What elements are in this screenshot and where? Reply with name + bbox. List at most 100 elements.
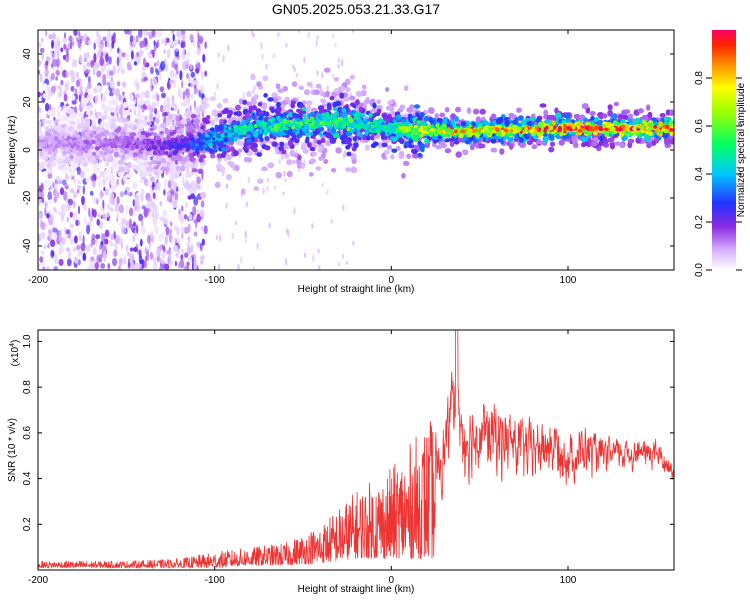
spectrogram-noise-cell xyxy=(73,178,77,183)
spectrogram-noise-cell xyxy=(315,39,318,47)
spectrogram-ridge-cell xyxy=(323,158,329,165)
spectrogram-ridge-cell xyxy=(316,139,322,145)
spectrogram-ridge-cell xyxy=(593,137,599,142)
spectrogram-ridge-cell xyxy=(246,139,252,143)
spectrogram-noise-cell xyxy=(65,229,70,235)
spectrogram-ridge-cell xyxy=(128,94,134,101)
spectrogram-noise-cell xyxy=(52,227,58,233)
spectrogram-ridge-cell xyxy=(97,180,103,188)
spectrogram-noise-cell xyxy=(121,217,126,226)
spectrogram-noise-cell xyxy=(54,43,59,53)
spectrogram-ridge-cell xyxy=(134,164,141,172)
spectrogram-noise-cell xyxy=(39,256,43,263)
spectrogram-ridge-cell xyxy=(122,117,128,123)
spectrogram-ridge-cell xyxy=(286,170,293,178)
spectrogram-ridge-cell xyxy=(597,119,604,126)
spectrogram-ridge-cell xyxy=(200,103,208,110)
spectrogram-ridge-cell xyxy=(50,155,55,162)
spectrogram-noise-cell xyxy=(179,70,183,81)
spectrogram-noise-cell xyxy=(174,57,179,65)
spectrogram-noise-cell xyxy=(72,247,78,252)
spectrogram-noise-cell xyxy=(60,79,64,86)
spectrogram-noise-cell xyxy=(55,210,61,215)
spectrogram-noise-cell xyxy=(165,226,170,236)
spectrogram-ridge-cell xyxy=(129,132,135,138)
spectrogram-ridge-cell xyxy=(194,106,200,112)
spectrogram-noise-cell xyxy=(109,192,115,200)
spectrogram-noise-cell xyxy=(193,231,198,237)
spectrogram-noise-cell xyxy=(142,57,147,67)
spectrogram-ridge-cell xyxy=(219,166,226,173)
spectrogram-noise-cell xyxy=(227,44,230,52)
spectrogram-ridge-cell xyxy=(160,166,167,172)
spectrogram-noise-cell xyxy=(92,247,98,256)
spectrogram-noise-cell xyxy=(172,199,178,208)
spectrogram-noise-cell xyxy=(93,61,97,72)
spectrogram-ridge-cell xyxy=(101,115,106,120)
spectrogram-noise-cell xyxy=(145,38,148,46)
spectrogram-ridge-cell xyxy=(251,142,258,149)
spectrogram-noise-cell xyxy=(184,252,189,258)
spectrogram-ridge-cell xyxy=(614,141,621,146)
spectrogram-ridge-cell xyxy=(227,160,233,166)
spectrogram-ridge-cell xyxy=(71,95,76,101)
spectrogram-ridge-cell xyxy=(427,124,431,128)
spectrogram-noise-cell xyxy=(185,88,191,99)
spectrogram-ridge-cell xyxy=(342,96,350,102)
spectrogram-ridge-cell xyxy=(549,141,556,147)
spectrogram-noise-cell xyxy=(38,262,41,269)
spectrogram-ridge-cell xyxy=(334,77,339,82)
spectrogram-noise-cell xyxy=(200,225,205,232)
spectrogram-noise-cell xyxy=(326,85,329,90)
spectrogram-noise-cell xyxy=(334,42,337,48)
spectrogram-noise-cell xyxy=(160,258,165,265)
spectrogram-noise-cell xyxy=(81,195,85,206)
spectrogram-noise-cell xyxy=(171,95,175,103)
spectrogram-noise-cell xyxy=(107,263,110,269)
spectrogram-noise-cell xyxy=(39,73,43,83)
spectrogram-ridge-cell xyxy=(543,137,549,143)
spectrogram-ridge-cell xyxy=(176,128,183,134)
spectrogram-ridge-cell xyxy=(160,162,168,168)
spectrogram-ridge-cell xyxy=(112,161,118,168)
spectrogram-noise-cell xyxy=(180,254,184,260)
spectrogram-ridge-cell xyxy=(383,150,391,155)
spectrogram-noise-cell xyxy=(139,238,143,247)
spectrogram-ridge-cell xyxy=(656,136,662,141)
spectrogram-noise-cell xyxy=(80,250,83,256)
spectrogram-noise-cell xyxy=(56,118,60,124)
spectrogram-ridge-cell xyxy=(634,117,640,124)
spectrogram-noise-cell xyxy=(190,80,194,89)
spectrogram-noise-cell xyxy=(105,162,109,167)
spectrogram-ridge-cell xyxy=(110,123,117,130)
spectrogram-noise-cell xyxy=(47,243,50,249)
spectrogram-ridge-cell xyxy=(320,137,326,144)
spectrogram-ridge-cell xyxy=(482,136,487,143)
spectrogram-ridge-cell xyxy=(154,118,160,124)
spectrogram-ridge-cell xyxy=(439,112,446,118)
spectrogram-noise-cell xyxy=(116,56,120,67)
spectrogram-ridge-cell xyxy=(383,135,388,141)
spectrogram-ridge-cell xyxy=(141,155,148,161)
spectrogram-ridge-cell xyxy=(496,118,503,125)
spectrogram-ridge-cell xyxy=(602,113,608,119)
spectrogram-ridge-cell xyxy=(360,113,366,118)
spectrogram-noise-cell xyxy=(82,204,88,211)
spectrogram-ridge-cell xyxy=(187,125,193,131)
spectrogram-ridge-cell xyxy=(113,151,120,158)
spectrogram-ridge-cell xyxy=(350,166,358,174)
spectrogram-ridge-cell xyxy=(414,104,421,109)
spectrogram-noise-cell xyxy=(89,190,94,196)
spectrogram-noise-cell xyxy=(106,81,111,86)
spectrogram-noise-cell xyxy=(163,189,166,196)
spectrogram-ridge-cell xyxy=(349,74,355,80)
spectrogram-noise-cell xyxy=(266,177,270,183)
spectrogram-ridge-cell xyxy=(669,109,674,116)
spectrogram-noise-cell xyxy=(151,93,155,101)
spectrogram-noise-cell xyxy=(93,42,96,50)
spectrogram-ridge-cell xyxy=(112,100,118,106)
spectrogram-ridge-cell xyxy=(518,115,524,120)
spectrogram-noise-cell xyxy=(110,166,114,176)
spectrogram-noise-cell xyxy=(189,64,193,71)
spectrogram-noise-cell xyxy=(102,36,107,41)
